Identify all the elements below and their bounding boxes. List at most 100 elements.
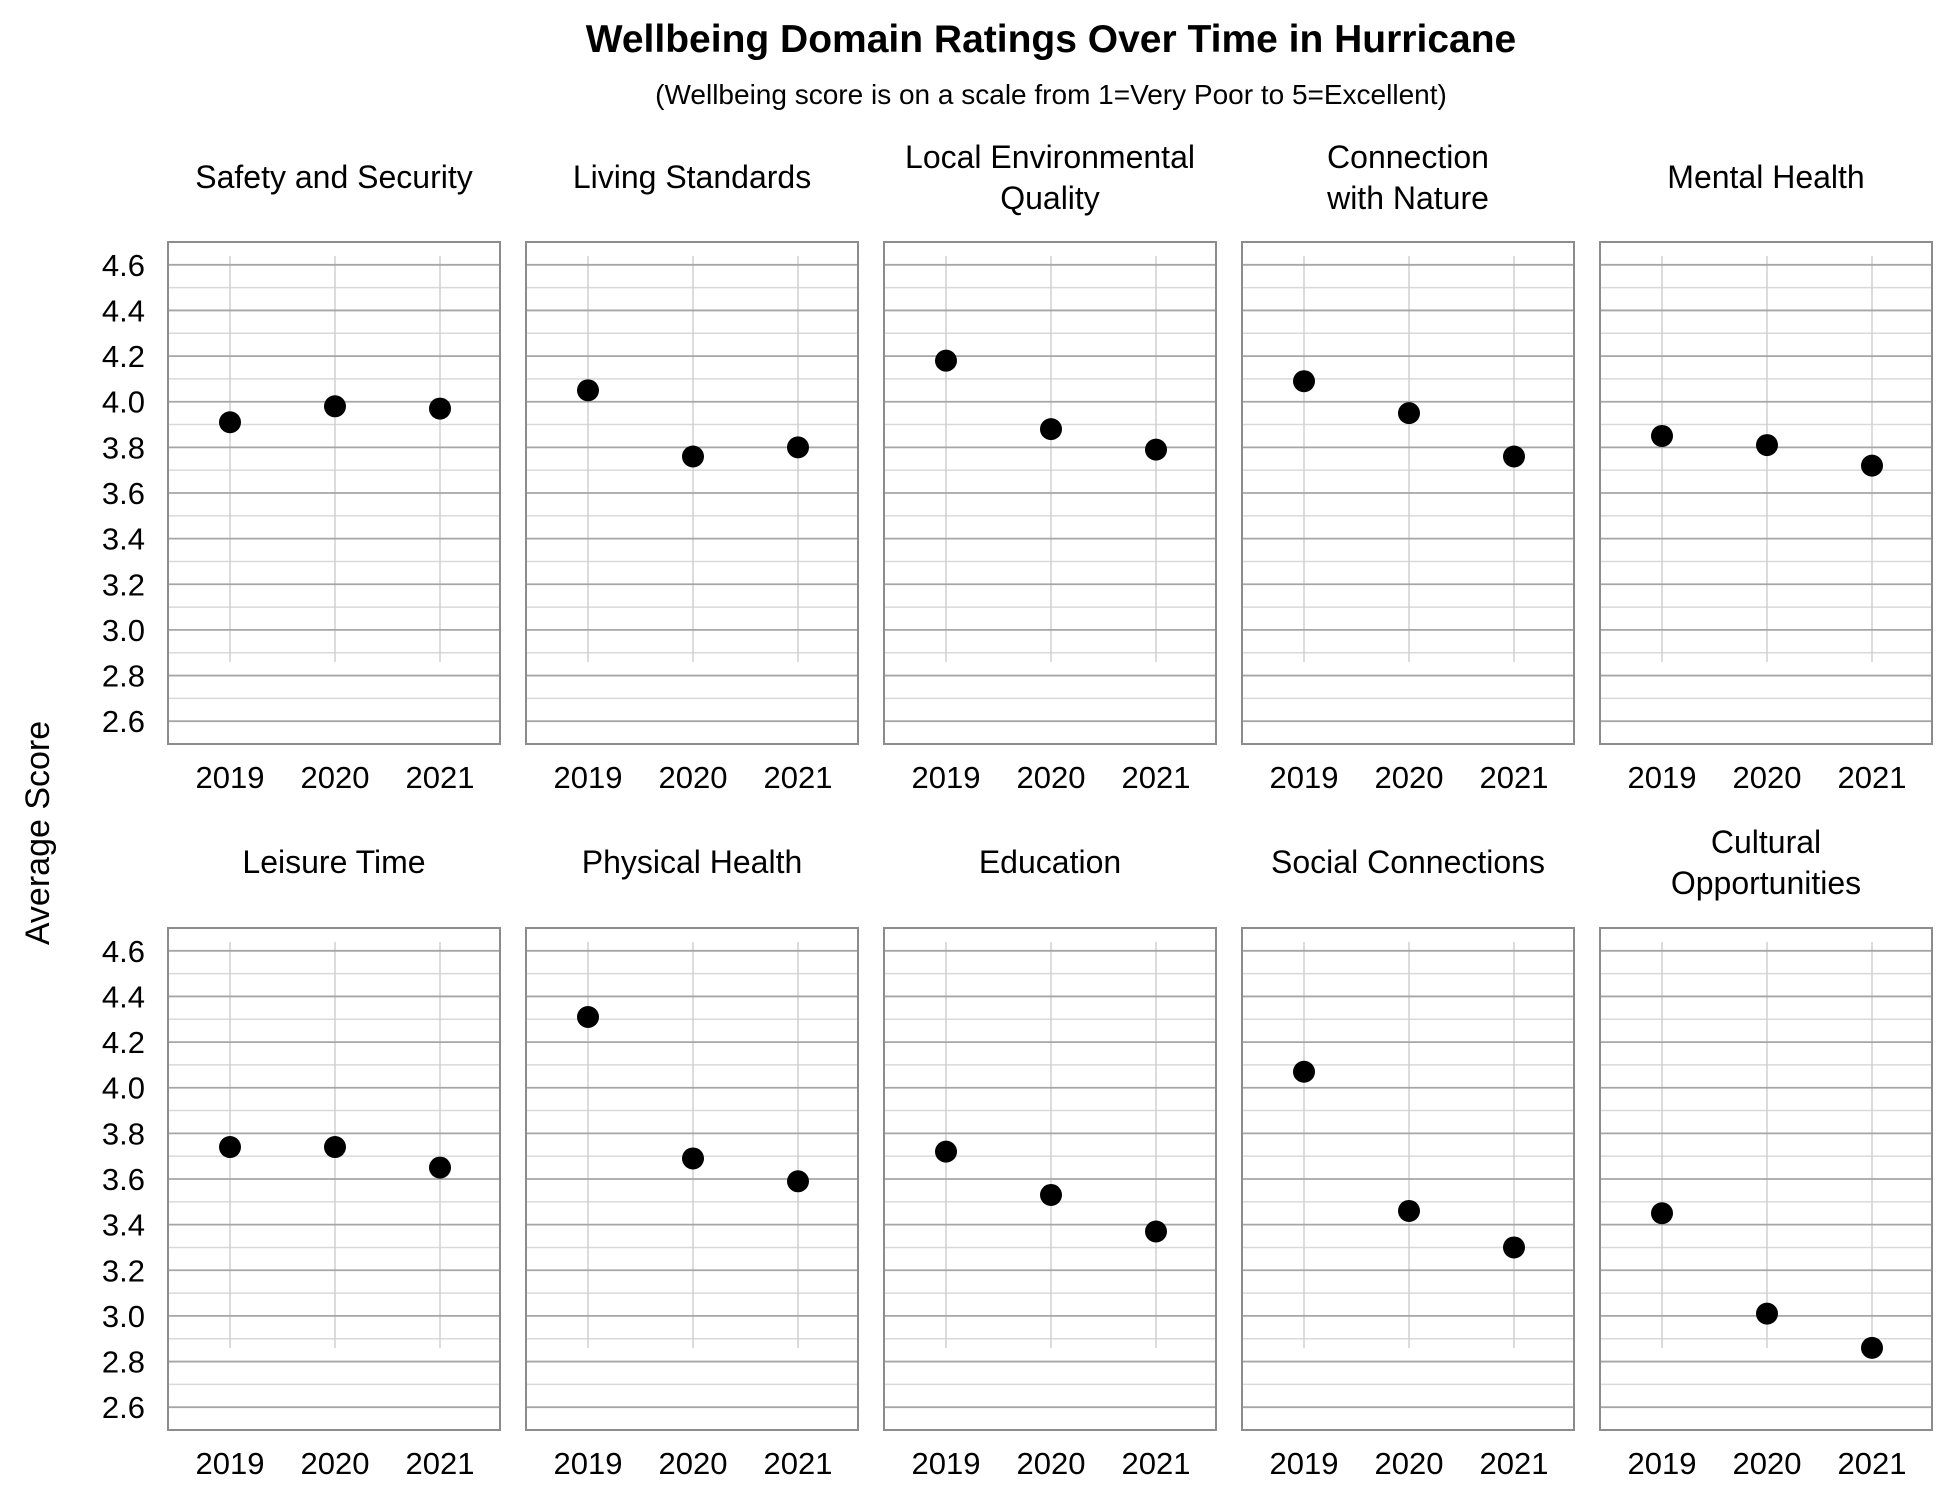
x-tick-label: 2019 bbox=[1628, 1446, 1697, 1481]
x-tick-label: 2019 bbox=[554, 760, 623, 795]
panel: Living Standards 2019 2020 2021 bbox=[525, 159, 859, 795]
data-point bbox=[324, 395, 346, 418]
panel-title: Social Connections bbox=[1271, 844, 1545, 880]
y-axis-label: Average Score bbox=[19, 721, 57, 945]
y-tick-label: 4.2 bbox=[102, 339, 145, 374]
y-tick-label: 3.0 bbox=[102, 1299, 145, 1334]
data-point bbox=[787, 1170, 809, 1193]
x-tick-label: 2020 bbox=[659, 1446, 728, 1481]
y-tick-label: 3.2 bbox=[102, 1253, 145, 1288]
panel-title: Living Standards bbox=[573, 159, 811, 195]
data-point bbox=[1503, 1236, 1525, 1259]
panel-frame bbox=[167, 927, 501, 1431]
y-tick-label: 4.2 bbox=[102, 1025, 145, 1060]
x-tick-label: 2019 bbox=[912, 1446, 981, 1481]
data-point bbox=[1040, 418, 1062, 441]
panel-title: Opportunities bbox=[1671, 865, 1861, 901]
panel-title: Leisure Time bbox=[242, 844, 425, 880]
panel-frame bbox=[883, 241, 1217, 745]
panel-title: Local Environmental bbox=[905, 139, 1195, 175]
x-tick-label: 2021 bbox=[1480, 1446, 1549, 1481]
panel-title: Quality bbox=[1000, 180, 1100, 216]
panel-frame bbox=[525, 927, 859, 1431]
x-tick-label: 2019 bbox=[1270, 1446, 1339, 1481]
y-tick-label: 3.4 bbox=[102, 522, 145, 557]
x-tick-label: 2020 bbox=[1375, 760, 1444, 795]
data-point bbox=[1861, 454, 1883, 477]
panel-frame bbox=[1599, 241, 1933, 745]
x-tick-label: 2021 bbox=[1122, 760, 1191, 795]
data-point bbox=[682, 1147, 704, 1170]
data-point bbox=[1651, 424, 1673, 447]
panel-title: Cultural bbox=[1711, 824, 1821, 860]
data-point bbox=[577, 1005, 599, 1028]
x-tick-label: 2021 bbox=[406, 760, 475, 795]
panel-title: Education bbox=[979, 844, 1121, 880]
x-tick-label: 2021 bbox=[764, 1446, 833, 1481]
data-point bbox=[1756, 1302, 1778, 1325]
data-point bbox=[1293, 370, 1315, 393]
x-tick-label: 2021 bbox=[406, 1446, 475, 1481]
y-tick-label: 3.4 bbox=[102, 1208, 145, 1243]
x-tick-label: 2019 bbox=[1628, 760, 1697, 795]
x-tick-label: 2020 bbox=[1733, 760, 1802, 795]
panel: Physical Health 2019 2020 2021 bbox=[525, 844, 859, 1481]
data-point bbox=[1651, 1202, 1673, 1225]
panel-title: Connection bbox=[1327, 139, 1489, 175]
chart-title: Wellbeing Domain Ratings Over Time in Hu… bbox=[586, 18, 1516, 61]
y-tick-label: 4.4 bbox=[102, 293, 145, 328]
x-tick-label: 2019 bbox=[1270, 760, 1339, 795]
panel-title: Physical Health bbox=[582, 844, 803, 880]
panel-frame bbox=[525, 241, 859, 745]
y-tick-label: 2.8 bbox=[102, 659, 145, 694]
panel: Connection with Nature 2019 2020 2021 bbox=[1241, 139, 1575, 795]
x-tick-label: 2020 bbox=[1017, 760, 1086, 795]
data-point bbox=[219, 411, 241, 434]
data-point bbox=[1503, 445, 1525, 468]
y-tick-label: 3.0 bbox=[102, 613, 145, 648]
data-point bbox=[577, 379, 599, 402]
x-tick-label: 2020 bbox=[1375, 1446, 1444, 1481]
x-tick-label: 2021 bbox=[1122, 1446, 1191, 1481]
data-point bbox=[1756, 434, 1778, 457]
x-tick-label: 2019 bbox=[196, 1446, 265, 1481]
panel: Leisure Time 2.6 2.8 3.0 3.2 3.4 3.6 3.8 4.0 4.2 4… bbox=[102, 844, 501, 1481]
panel-frame bbox=[167, 241, 501, 745]
x-tick-label: 2020 bbox=[1733, 1446, 1802, 1481]
x-tick-label: 2019 bbox=[912, 760, 981, 795]
y-tick-label: 4.6 bbox=[102, 248, 145, 283]
y-tick-label: 2.6 bbox=[102, 704, 145, 739]
y-tick-label: 4.0 bbox=[102, 1071, 145, 1106]
y-tick-label: 2.8 bbox=[102, 1345, 145, 1380]
data-point bbox=[1145, 438, 1167, 461]
x-tick-label: 2021 bbox=[764, 760, 833, 795]
data-point bbox=[429, 1156, 451, 1179]
y-tick-label: 2.6 bbox=[102, 1390, 145, 1425]
y-tick-label: 3.2 bbox=[102, 567, 145, 602]
x-tick-label: 2021 bbox=[1480, 760, 1549, 795]
x-tick-label: 2019 bbox=[196, 760, 265, 795]
x-tick-label: 2021 bbox=[1838, 760, 1907, 795]
y-tick-label: 4.6 bbox=[102, 934, 145, 969]
x-tick-label: 2020 bbox=[1017, 1446, 1086, 1481]
data-point bbox=[787, 436, 809, 459]
panel-title: with Nature bbox=[1326, 180, 1489, 216]
panel: Mental Health 2019 2020 2021 bbox=[1599, 159, 1933, 795]
data-point bbox=[1861, 1336, 1883, 1359]
data-point bbox=[429, 397, 451, 420]
panel-frame bbox=[1241, 927, 1575, 1431]
chart-subtitle: (Wellbeing score is on a scale from 1=Ve… bbox=[655, 79, 1447, 110]
data-point bbox=[1293, 1060, 1315, 1083]
panel: Local Environmental Quality 2019 2020 2021 bbox=[883, 139, 1217, 795]
x-tick-label: 2021 bbox=[1838, 1446, 1907, 1481]
panel: Social Connections 2019 2020 2021 bbox=[1241, 844, 1575, 1481]
panel: Education 2019 2020 2021 bbox=[883, 844, 1217, 1481]
data-point bbox=[935, 1140, 957, 1163]
y-tick-label: 3.6 bbox=[102, 476, 145, 511]
panel-frame bbox=[883, 927, 1217, 1431]
data-point bbox=[1145, 1220, 1167, 1243]
data-point bbox=[219, 1136, 241, 1159]
x-tick-label: 2020 bbox=[301, 760, 370, 795]
data-point bbox=[1398, 1199, 1420, 1222]
